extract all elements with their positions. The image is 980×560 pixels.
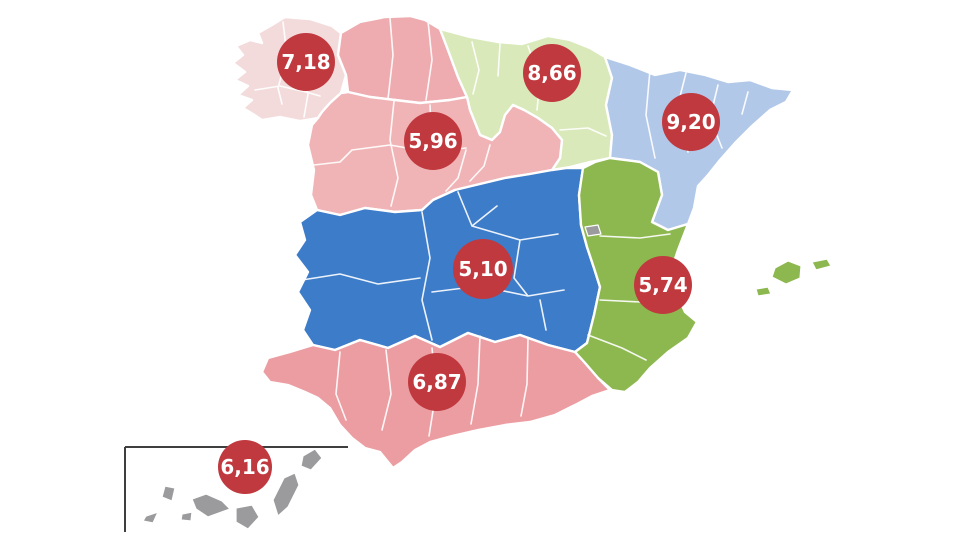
badge-galicia-circle (277, 33, 335, 91)
badge-sur-value: 6,87 (412, 370, 461, 394)
island-gran-canaria (235, 504, 260, 530)
island-ibiza (755, 286, 772, 297)
region-islas-baleares (755, 258, 832, 297)
badge-castilla-y-leon: 5,96 (404, 112, 462, 170)
badge-centro: 5,10 (453, 239, 513, 299)
province-borders-centro (301, 191, 565, 341)
island-lanzarote (300, 448, 323, 471)
region-canarias (142, 448, 323, 530)
badge-galicia-value: 7,18 (281, 50, 330, 74)
badge-norte-circle (523, 44, 581, 102)
badge-noreste-value: 9,20 (666, 110, 715, 134)
island-tenerife (191, 493, 231, 518)
island-mallorca (771, 260, 802, 285)
badge-norte: 8,66 (523, 44, 581, 102)
badge-sur-circle (408, 353, 466, 411)
province-borders-asturias-cantabria (387, 17, 433, 101)
region-enclave-sliver (584, 224, 602, 237)
badge-galicia: 7,18 (277, 33, 335, 91)
region-asturias-cantabria (336, 14, 469, 105)
badge-canarias: 6,16 (218, 440, 272, 494)
badge-sur: 6,87 (408, 353, 466, 411)
badge-canarias-circle (218, 440, 272, 494)
badge-castilla-y-leon-circle (404, 112, 462, 170)
badge-noreste: 9,20 (662, 93, 720, 151)
island-fuerteventura (272, 472, 300, 517)
badge-levante-value: 5,74 (638, 273, 687, 297)
province-borders-norte (471, 41, 607, 137)
island-la-gomera (180, 511, 193, 522)
island-el-hierro (142, 511, 159, 524)
island-la-palma (161, 485, 176, 502)
badge-centro-value: 5,10 (458, 257, 507, 281)
badge-centro-circle (453, 239, 513, 299)
badge-norte-value: 8,66 (527, 61, 576, 85)
island-menorca (811, 258, 832, 271)
badge-canarias-value: 6,16 (220, 455, 269, 479)
badge-castilla-y-leon-value: 5,96 (408, 129, 457, 153)
badge-levante-circle (634, 256, 692, 314)
badge-noreste-circle (662, 93, 720, 151)
badge-levante: 5,74 (634, 256, 692, 314)
